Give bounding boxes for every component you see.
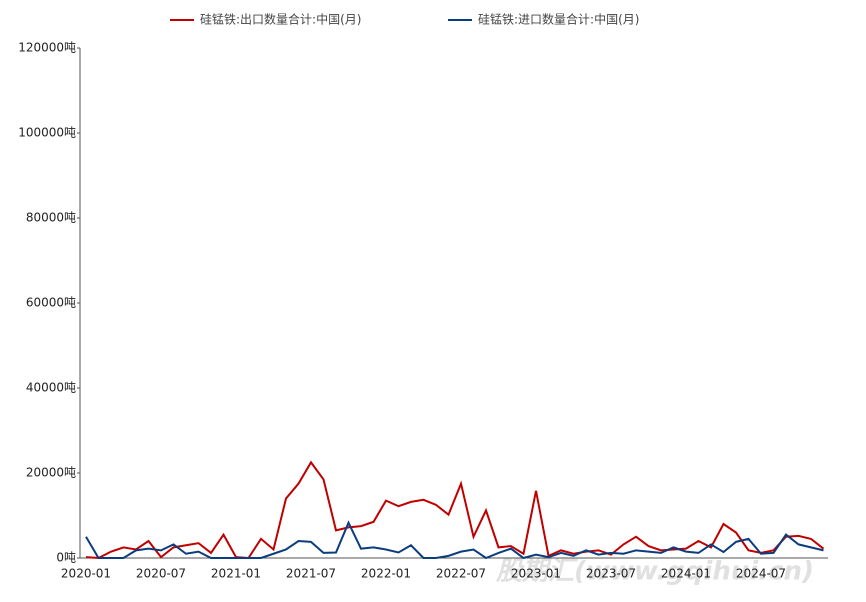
series-line bbox=[85, 520, 824, 560]
y-tick-label: 80000吨 bbox=[26, 211, 76, 225]
x-tick-label: 2024-01 bbox=[661, 567, 711, 581]
x-tick-label: 2023-07 bbox=[586, 567, 636, 581]
x-tick-label: 2021-01 bbox=[211, 567, 261, 581]
x-tick-label: 2023-01 bbox=[511, 567, 561, 581]
x-tick-label: 2022-01 bbox=[361, 567, 411, 581]
y-tick-label: 100000吨 bbox=[18, 126, 76, 140]
x-tick-label: 2020-07 bbox=[136, 567, 186, 581]
y-tick-label: 40000吨 bbox=[26, 381, 76, 395]
series-line bbox=[85, 460, 825, 560]
y-tick-label: 60000吨 bbox=[26, 296, 76, 310]
y-tick-label: 20000吨 bbox=[26, 466, 76, 480]
legend-label: 硅锰铁:进口数量合计:中国(月) bbox=[478, 12, 639, 27]
x-tick-label: 2024-07 bbox=[736, 567, 786, 581]
y-tick-label: 0吨 bbox=[56, 551, 76, 565]
x-tick-label: 2022-07 bbox=[436, 567, 486, 581]
y-tick-label: 120000吨 bbox=[18, 41, 76, 55]
watermark: 股期汇(www.gqihui.cn) bbox=[495, 557, 814, 587]
legend-label: 硅锰铁:出口数量合计:中国(月) bbox=[200, 12, 361, 27]
x-tick-label: 2020-01 bbox=[61, 567, 111, 581]
x-tick-label: 2021-07 bbox=[286, 567, 336, 581]
